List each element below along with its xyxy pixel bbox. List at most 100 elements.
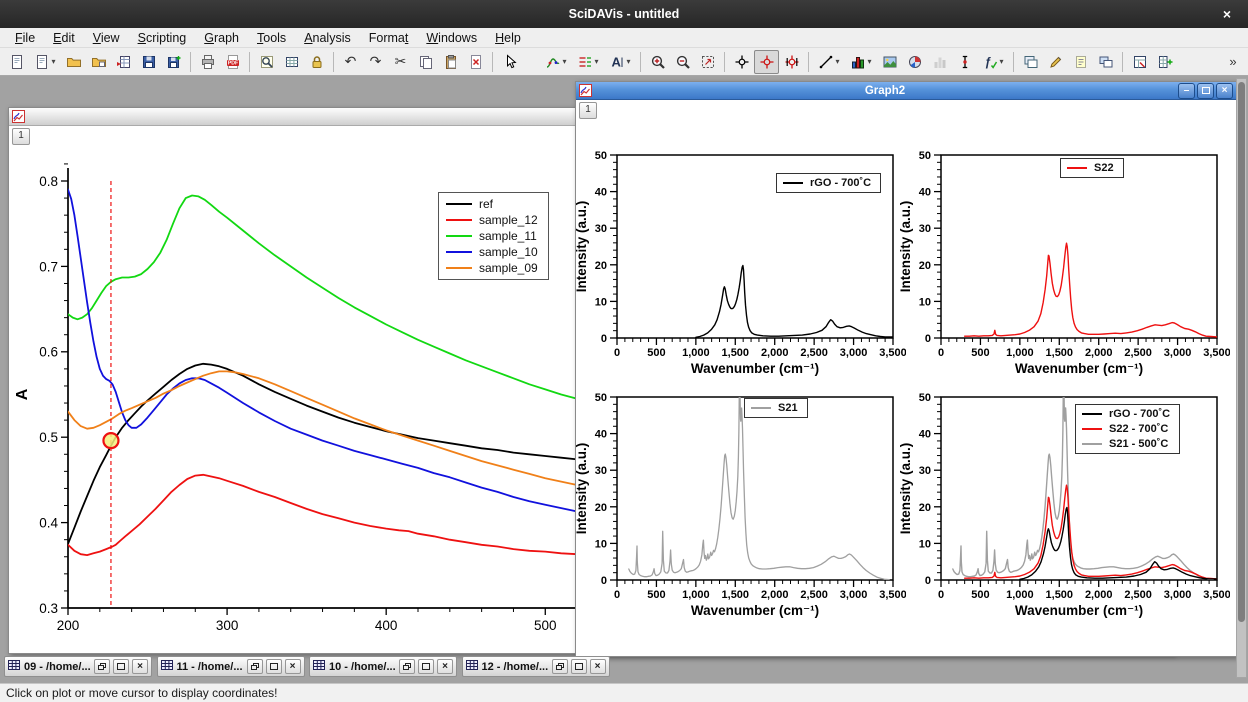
workspace-scrollbar[interactable] [1236, 78, 1247, 678]
legend-entry: rGO - 700˚C [1082, 408, 1170, 420]
graph2-close-button[interactable]: × [1216, 83, 1233, 99]
scrollbar-thumb[interactable] [1238, 82, 1245, 622]
raman-plot-s22[interactable]: 05001,0001,5002,0002,5003,0003,500010203… [900, 131, 1230, 383]
uvvis-plot-canvas[interactable]: 2003004005000.30.40.50.60.70.8Arefsample… [9, 126, 579, 655]
menu-analysis[interactable]: Analysis [295, 29, 360, 47]
table-icon [8, 659, 21, 675]
legend-line-swatch [446, 267, 472, 269]
toolbar-separator [724, 52, 725, 72]
menu-scripting[interactable]: Scripting [129, 29, 196, 47]
cut-icon[interactable]: ✂ [388, 50, 413, 74]
data-reader-icon[interactable] [754, 50, 779, 74]
menu-view[interactable]: View [84, 29, 129, 47]
pointer-icon[interactable] [497, 50, 522, 74]
svg-text:2,000: 2,000 [1085, 347, 1113, 359]
lock-toolbars-icon[interactable] [304, 50, 329, 74]
select-data-range-icon[interactable] [779, 50, 804, 74]
svg-text:0.7: 0.7 [39, 259, 58, 274]
minimized-maximize-button[interactable] [113, 659, 129, 674]
zoom-out-icon[interactable] [670, 50, 695, 74]
plot-3d-bars-icon [927, 50, 952, 74]
save-project-icon[interactable] [136, 50, 161, 74]
minimized-maximize-button[interactable] [266, 659, 282, 674]
scidavis-application: SciDAVis - untitled × FileEditViewScript… [0, 0, 1248, 702]
menu-graph[interactable]: Graph [195, 29, 248, 47]
paste-icon[interactable] [438, 50, 463, 74]
add-pie-icon[interactable] [902, 50, 927, 74]
graph1-layer-button[interactable]: 1 [12, 128, 30, 145]
graph2-window-controls: –× [1178, 83, 1233, 99]
duplicate-window-icon[interactable] [1018, 50, 1043, 74]
new-project-icon[interactable] [4, 50, 29, 74]
svg-text:30: 30 [919, 223, 931, 235]
add-function-icon[interactable]: ƒ▾ [977, 50, 1009, 74]
curve-layout-icon[interactable]: ▾ [572, 50, 604, 74]
delete-selection-icon[interactable] [463, 50, 488, 74]
raman-plot-combined[interactable]: 05001,0001,5002,0002,5003,0003,500010203… [900, 373, 1230, 625]
menu-help[interactable]: Help [486, 29, 530, 47]
open-project-icon[interactable] [61, 50, 86, 74]
results-log-icon[interactable] [279, 50, 304, 74]
minimized-maximize-button[interactable] [571, 659, 587, 674]
minimized-window-2[interactable]: 11 - /home/...× [157, 656, 305, 677]
curve-style-icon[interactable]: ▾ [540, 50, 572, 74]
print-icon[interactable] [195, 50, 220, 74]
legend-line-swatch [446, 203, 472, 205]
copy-graph-icon[interactable] [1093, 50, 1118, 74]
minimized-window-1[interactable]: 09 - /home/...× [4, 656, 152, 677]
plot-wizard-icon[interactable] [1127, 50, 1152, 74]
graph2-titlebar[interactable]: Graph2 –× [576, 82, 1236, 100]
raman-plot-rgo[interactable]: 05001,0001,5002,0002,5003,0003,500010203… [576, 131, 906, 383]
menu-windows[interactable]: Windows [417, 29, 486, 47]
status-bar: Click on plot or move cursor to display … [0, 683, 1248, 702]
plot-legend[interactable]: S21 [744, 398, 808, 418]
svg-text:Wavenumber (cm⁻¹): Wavenumber (cm⁻¹) [1015, 603, 1143, 618]
add-image-icon[interactable] [877, 50, 902, 74]
plot-legend[interactable]: S22 [1060, 158, 1124, 178]
minimized-restore-button[interactable] [399, 659, 415, 674]
minimized-restore-button[interactable] [552, 659, 568, 674]
add-error-bars-icon[interactable] [952, 50, 977, 74]
plot-legend[interactable]: rGO - 700˚C [776, 173, 881, 193]
zoom-in-icon[interactable] [645, 50, 670, 74]
undo-icon[interactable]: ↶ [338, 50, 363, 74]
export-pdf-icon[interactable]: PDF [220, 50, 245, 74]
minimized-close-button[interactable]: × [437, 659, 453, 674]
menu-edit[interactable]: Edit [44, 29, 84, 47]
rescale-to-show-all-icon[interactable] [695, 50, 720, 74]
screen-reader-icon[interactable] [729, 50, 754, 74]
save-template-icon[interactable] [161, 50, 186, 74]
minimized-window-4[interactable]: 12 - /home/...× [462, 656, 610, 677]
open-template-icon[interactable] [86, 50, 111, 74]
svg-text:1,000: 1,000 [682, 347, 710, 359]
graph2-layer-button[interactable]: 1 [579, 102, 597, 119]
minimized-maximize-button[interactable] [418, 659, 434, 674]
import-ascii-icon[interactable] [111, 50, 136, 74]
add-text-icon[interactable]: A▾ [604, 50, 636, 74]
minimized-restore-button[interactable] [247, 659, 263, 674]
toolbar-overflow-button[interactable]: » [1222, 50, 1244, 74]
project-explorer-icon[interactable] [254, 50, 279, 74]
app-close-icon[interactable]: × [1218, 5, 1236, 23]
plot-legend[interactable]: rGO - 700˚CS22 - 700˚CS21 - 500˚C [1075, 404, 1180, 454]
minimized-window-3[interactable]: 10 - /home/...× [309, 656, 457, 677]
raman-plot-s21[interactable]: 05001,0001,5002,0002,5003,0003,500010203… [576, 373, 906, 625]
minimized-close-button[interactable]: × [132, 659, 148, 674]
new-note-icon[interactable] [1068, 50, 1093, 74]
minimized-close-button[interactable]: × [285, 659, 301, 674]
add-column-icon[interactable] [1152, 50, 1177, 74]
plot-legend[interactable]: refsample_12sample_11sample_10sample_09 [438, 192, 549, 280]
menu-format[interactable]: Format [360, 29, 418, 47]
redo-icon[interactable]: ↷ [363, 50, 388, 74]
copy-icon[interactable] [413, 50, 438, 74]
script-window-icon[interactable] [1043, 50, 1068, 74]
minimized-restore-button[interactable] [94, 659, 110, 674]
menu-file[interactable]: File [6, 29, 44, 47]
new-aspect-icon[interactable]: ▾ [29, 50, 61, 74]
graph2-minimize-button[interactable]: – [1178, 83, 1195, 99]
add-column-plot-icon[interactable]: ▾ [845, 50, 877, 74]
menu-tools[interactable]: Tools [248, 29, 295, 47]
graph2-maximize-button[interactable] [1197, 83, 1214, 99]
minimized-close-button[interactable]: × [590, 659, 606, 674]
draw-line-icon[interactable]: ▾ [813, 50, 845, 74]
